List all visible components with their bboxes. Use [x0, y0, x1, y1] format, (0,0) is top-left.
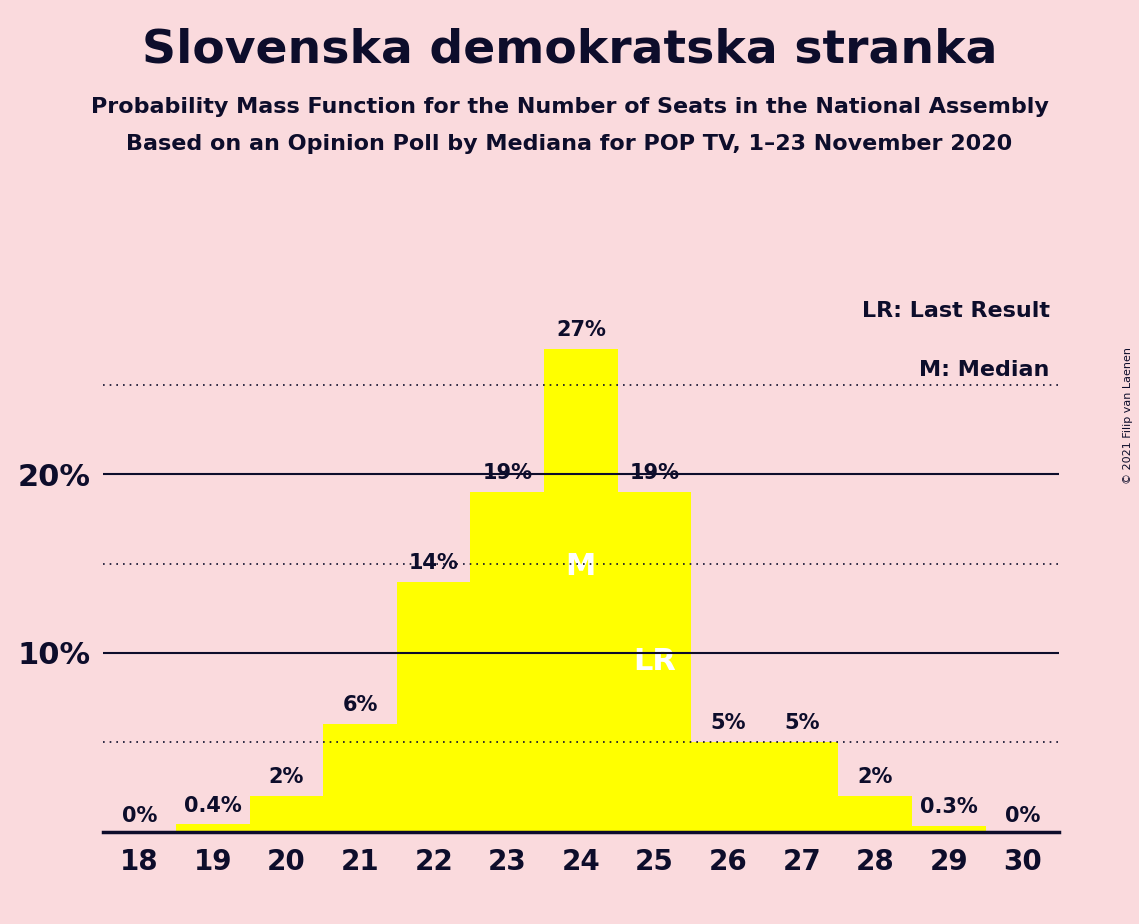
Text: Based on an Opinion Poll by Mediana for POP TV, 1–23 November 2020: Based on an Opinion Poll by Mediana for … [126, 134, 1013, 154]
Bar [912, 826, 985, 832]
Text: 0.3%: 0.3% [920, 797, 977, 818]
Text: 5%: 5% [784, 713, 819, 734]
Text: 2%: 2% [269, 767, 304, 787]
Text: 0%: 0% [1005, 807, 1040, 826]
Bar [249, 796, 323, 832]
Text: 19%: 19% [482, 463, 532, 483]
Text: LR: LR [633, 648, 675, 676]
Bar [323, 724, 396, 832]
Bar [177, 824, 249, 832]
Text: M: Median: M: Median [919, 360, 1050, 380]
Bar [617, 492, 691, 832]
Bar [838, 796, 912, 832]
Text: 19%: 19% [630, 463, 680, 483]
Text: LR: Last Result: LR: Last Result [862, 301, 1050, 321]
Text: M: M [566, 552, 596, 581]
Text: Slovenska demokratska stranka: Slovenska demokratska stranka [141, 28, 998, 73]
Text: 5%: 5% [711, 713, 746, 734]
Text: Probability Mass Function for the Number of Seats in the National Assembly: Probability Mass Function for the Number… [91, 97, 1048, 117]
Bar [396, 581, 470, 832]
Text: 27%: 27% [556, 321, 606, 340]
Bar [470, 492, 544, 832]
Text: © 2021 Filip van Laenen: © 2021 Filip van Laenen [1123, 347, 1133, 484]
Text: 0%: 0% [122, 807, 157, 826]
Bar [691, 742, 765, 832]
Bar [765, 742, 838, 832]
Text: 14%: 14% [409, 553, 459, 573]
Bar [544, 349, 617, 832]
Text: 2%: 2% [858, 767, 893, 787]
Text: 6%: 6% [343, 696, 378, 715]
Text: 0.4%: 0.4% [185, 796, 241, 816]
